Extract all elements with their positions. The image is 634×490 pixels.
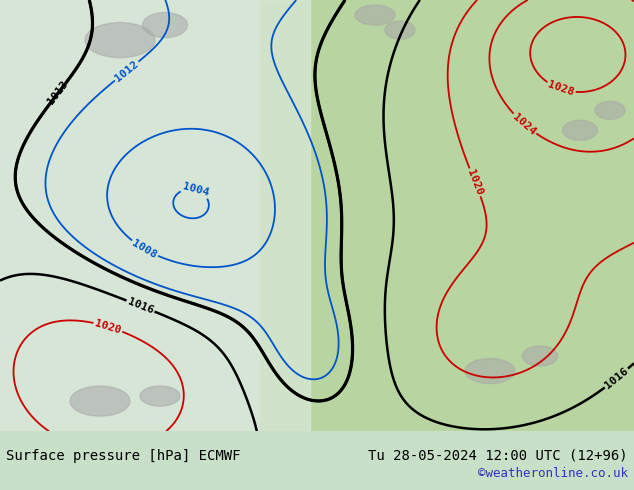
Text: 1008: 1008 <box>131 238 158 260</box>
Text: 1020: 1020 <box>94 318 122 336</box>
Ellipse shape <box>385 21 415 39</box>
FancyBboxPatch shape <box>0 0 310 431</box>
Ellipse shape <box>70 386 130 416</box>
Text: Tu 28-05-2024 12:00 UTC (12+96): Tu 28-05-2024 12:00 UTC (12+96) <box>368 449 628 463</box>
Ellipse shape <box>595 101 625 120</box>
Text: 1024: 1024 <box>511 112 538 137</box>
Text: ©weatheronline.co.uk: ©weatheronline.co.uk <box>478 467 628 480</box>
Text: 1028: 1028 <box>547 80 575 98</box>
Text: 1013: 1013 <box>46 79 70 106</box>
FancyBboxPatch shape <box>260 0 634 431</box>
Text: Surface pressure [hPa] ECMWF: Surface pressure [hPa] ECMWF <box>6 449 240 463</box>
FancyBboxPatch shape <box>310 0 634 110</box>
Text: 1016: 1016 <box>126 296 155 316</box>
Ellipse shape <box>562 121 597 141</box>
Text: 1016: 1016 <box>603 366 630 391</box>
Ellipse shape <box>522 346 557 366</box>
Text: 1004: 1004 <box>181 182 210 198</box>
Ellipse shape <box>140 386 180 406</box>
Ellipse shape <box>355 5 395 25</box>
Ellipse shape <box>143 13 188 38</box>
Text: 1012: 1012 <box>113 59 140 83</box>
Text: 1020: 1020 <box>465 168 484 197</box>
Ellipse shape <box>465 359 515 384</box>
Ellipse shape <box>85 23 155 58</box>
